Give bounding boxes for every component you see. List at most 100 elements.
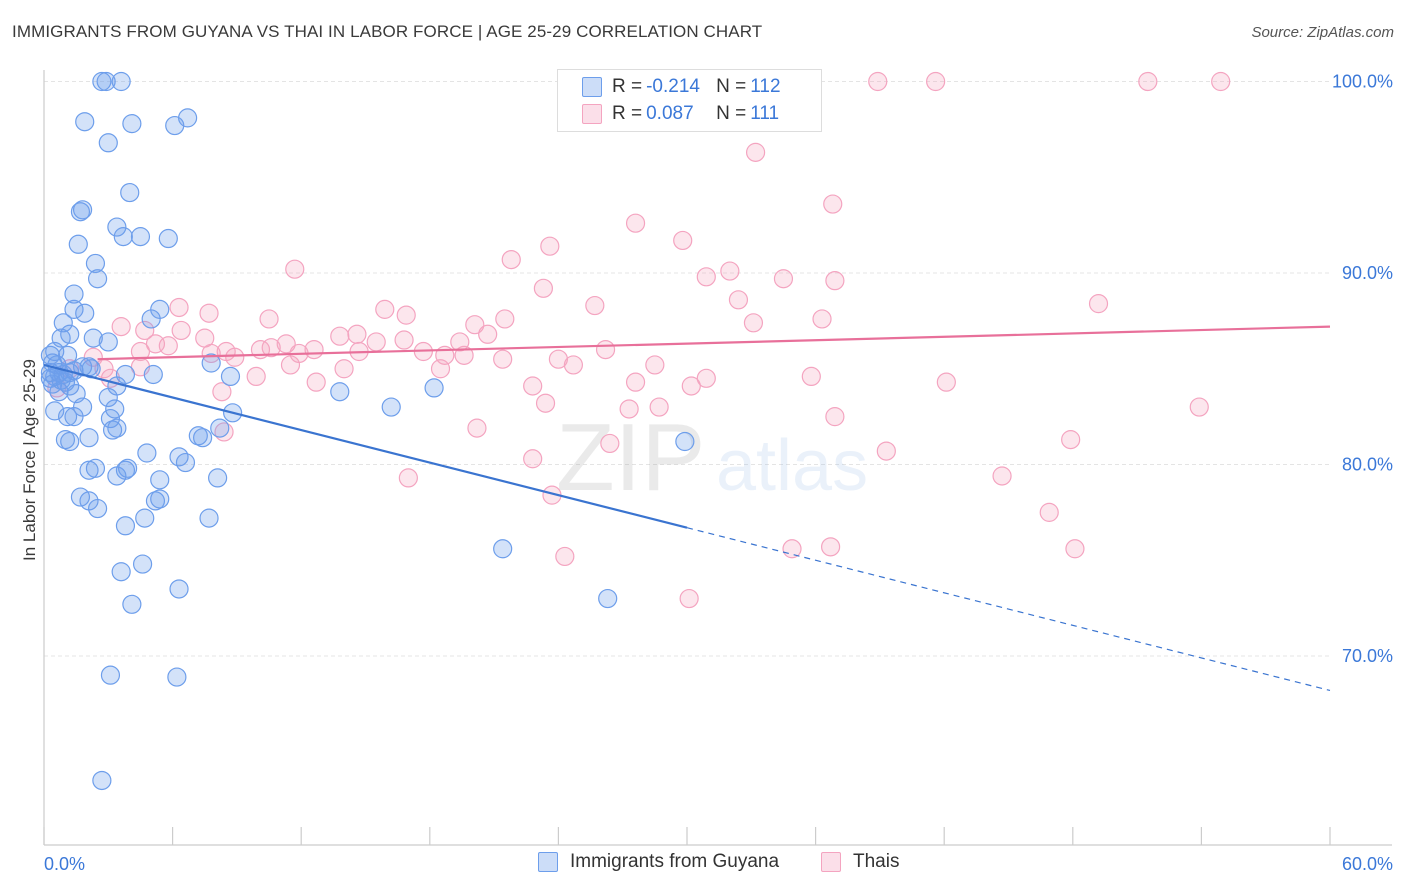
data-point: [673, 230, 693, 251]
watermark-zip: ZIP: [556, 404, 705, 511]
data-point: [812, 309, 832, 329]
n-label: N =: [716, 76, 747, 97]
data-point: [175, 452, 196, 473]
data-point: [111, 317, 131, 337]
data-point: [130, 341, 151, 362]
data-point: [96, 71, 116, 92]
data-point: [478, 324, 498, 344]
data-point: [210, 418, 230, 438]
data-point: [825, 271, 845, 291]
data-point: [105, 399, 125, 419]
thais-points: [47, 71, 1231, 609]
data-point: [70, 202, 91, 222]
data-point: [467, 418, 487, 438]
data-point: [130, 227, 151, 247]
n-label: N =: [716, 103, 747, 124]
data-point: [745, 142, 766, 162]
data-point: [375, 299, 395, 319]
data-point: [280, 355, 301, 375]
legend-label-guyana: Immigrants from Guyana: [570, 851, 780, 872]
data-point: [212, 382, 232, 402]
source-credit[interactable]: Source: ZipAtlas.com: [1251, 24, 1394, 41]
data-point: [201, 353, 221, 373]
data-point: [495, 309, 515, 329]
data-point: [992, 466, 1012, 486]
data-point: [75, 303, 95, 323]
guyana-points: [40, 71, 695, 791]
y-tick-label: 100.0%: [1332, 72, 1393, 92]
axes: [43, 70, 1392, 846]
data-point: [523, 449, 543, 469]
data-point: [57, 407, 78, 427]
data-point: [535, 393, 556, 413]
data-point: [625, 372, 646, 392]
data-point: [145, 491, 166, 511]
series-legend: Immigrants from Guyana Thais: [0, 851, 1406, 877]
data-point: [42, 374, 63, 394]
trend-lines: [43, 325, 1331, 692]
data-point: [79, 428, 99, 448]
data-point: [743, 313, 764, 333]
data-point: [823, 194, 843, 214]
data-point: [83, 328, 103, 348]
data-point: [533, 278, 553, 298]
data-point: [728, 290, 749, 310]
data-point: [501, 249, 521, 270]
data-point: [696, 267, 716, 287]
data-point: [825, 407, 845, 427]
data-point: [540, 236, 560, 256]
data-point: [381, 397, 401, 417]
data-point: [876, 441, 896, 461]
zipatlas-watermark: ZIP atlas: [556, 404, 868, 511]
data-point: [111, 562, 131, 582]
data-point: [493, 349, 513, 369]
data-point: [141, 309, 161, 329]
data-point: [334, 359, 354, 379]
watermark-atlas: atlas: [716, 426, 868, 506]
data-point: [679, 588, 699, 609]
legend-label-thais: Thais: [853, 851, 900, 872]
trend-line-guyana-extrapolated: [686, 527, 1331, 692]
data-point: [75, 112, 95, 132]
legend-swatch-blue: [582, 77, 602, 97]
data-point: [64, 299, 84, 319]
data-point: [276, 334, 296, 354]
data-point: [199, 508, 219, 528]
data-point: [111, 71, 131, 92]
n-value: 111: [750, 103, 780, 124]
data-point: [150, 470, 170, 490]
data-point: [117, 458, 138, 478]
data-point: [92, 71, 112, 92]
data-point: [555, 546, 575, 567]
data-point: [85, 458, 106, 478]
stats-legend: R = -0.214 N = 112 R = 0.087 N = 111: [557, 69, 822, 132]
data-point: [220, 366, 241, 387]
n-value: 112: [750, 76, 781, 97]
data-point: [87, 269, 108, 289]
data-point: [330, 326, 350, 346]
data-point: [53, 313, 73, 333]
data-point: [68, 234, 88, 254]
data-point: [548, 349, 569, 369]
data-point: [246, 366, 266, 387]
data-point: [92, 770, 112, 791]
legend-item-guyana[interactable]: Immigrants from Guyana: [538, 851, 779, 873]
data-point: [132, 554, 153, 574]
data-point: [1189, 397, 1209, 417]
trend-line-guyana: [43, 363, 688, 529]
data-point: [493, 539, 513, 559]
data-point: [158, 336, 178, 356]
data-point: [49, 382, 69, 402]
data-point: [398, 468, 418, 488]
data-point: [773, 269, 794, 289]
data-point: [107, 217, 127, 237]
y-tick-label: 90.0%: [1342, 263, 1393, 283]
data-point: [681, 376, 701, 396]
data-point: [1065, 539, 1085, 559]
data-point: [585, 295, 605, 316]
data-point: [259, 309, 279, 329]
chart-title: IMMIGRANTS FROM GUYANA VS THAI IN LABOR …: [12, 22, 763, 41]
x-tick-label: 60.0%: [1342, 854, 1393, 874]
data-point: [135, 508, 155, 528]
legend-item-thais[interactable]: Thais: [821, 851, 899, 873]
